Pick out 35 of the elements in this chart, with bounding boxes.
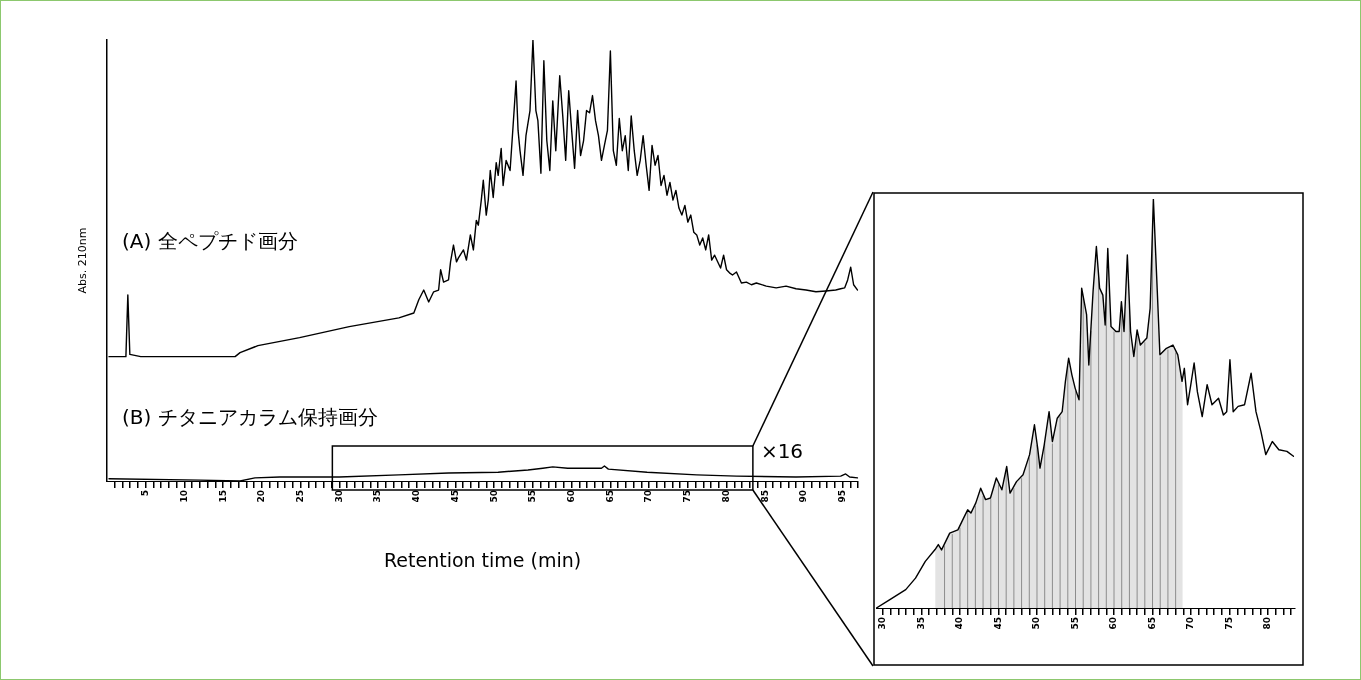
x-tick-label: 30 [877,617,888,630]
y-axis-title: Abs. 210nm [76,227,90,294]
x-tick-label: 10 [178,490,189,503]
x-tick-label: 85 [759,490,770,503]
text: (B) チタニアカラム保持画分 [122,405,378,429]
x-tick-label: 55 [527,490,538,503]
x-tick-label: 75 [1223,617,1234,630]
x-tick-label: 55 [1069,617,1080,630]
x-tick-label: 50 [488,490,499,503]
x-tick-label: 60 [566,490,576,503]
x-tick-label: 80 [720,490,731,503]
x-tick-label: 70 [1185,617,1196,630]
x-tick-label: 35 [372,490,383,503]
text: (A) 全ペプチド画分 [122,228,298,253]
x-tick-label: 25 [294,490,305,503]
x-axis-title: Retention time (min) [383,548,582,571]
x-tick-label: 45 [449,490,460,503]
x-tick-label: 50 [1031,617,1042,630]
x-tick-label: 15 [217,490,228,503]
x-tick-label: 45 [992,617,1003,630]
x-tick-label: 60 [1108,617,1119,630]
x-tick-label: 95 [837,490,848,503]
x-tick-label: 70 [643,490,654,503]
x-tick-label: 40 [954,617,965,630]
x-tick-label: 5 [140,490,151,497]
x-tick-label: 20 [256,490,267,503]
x-tick-label: 75 [682,490,693,503]
x-tick-label: 40 [411,490,422,503]
x-tick-label: 35 [915,617,926,630]
x-tick-label: 30 [333,490,344,503]
x-tick-label: 65 [1146,617,1157,630]
x-tick-label: 80 [1262,617,1273,630]
x-tick-label: 90 [798,490,809,503]
annotation: ×16 [760,439,804,464]
x-tick-label: 65 [604,490,615,503]
